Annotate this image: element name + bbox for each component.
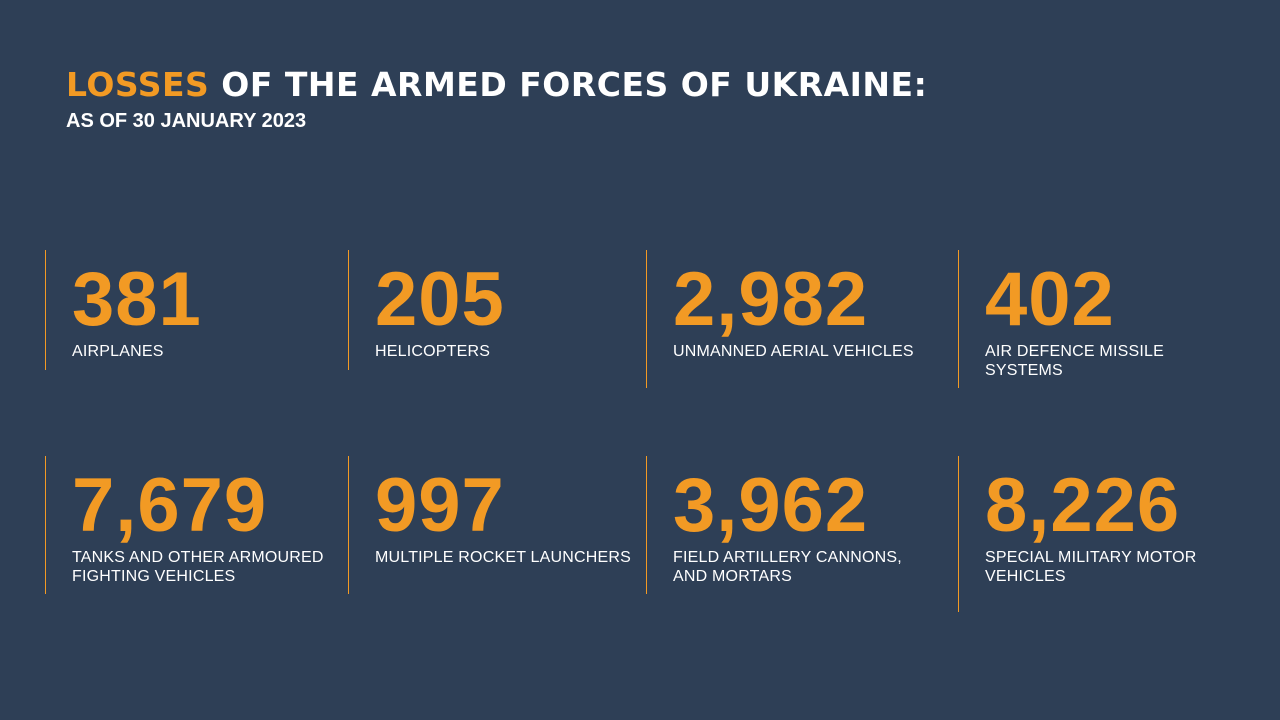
stat-value: 7,679 xyxy=(72,463,268,548)
stat-label: AIR DEFENCE MISSILE SYSTEMS xyxy=(985,343,1164,379)
stat-unmanned-aerial-vehicles: 2,982 UNMANNED AERIAL VEHICLES xyxy=(646,250,946,388)
stat-multiple-rocket-launchers: 997 MULTIPLE ROCKET LAUNCHERS xyxy=(348,456,640,594)
stat-label: FIELD ARTILLERY CANNONS, AND MORTARS xyxy=(673,549,902,585)
stat-special-military-motor-vehicles: 8,226 SPECIAL MILITARY MOTOR VEHICLES xyxy=(958,456,1208,612)
stat-value: 381 xyxy=(72,257,202,342)
stat-label: AIRPLANES xyxy=(72,343,164,360)
stat-field-artillery: 3,962 FIELD ARTILLERY CANNONS, AND MORTA… xyxy=(646,456,916,594)
stat-value: 205 xyxy=(375,257,505,342)
stat-label: TANKS AND OTHER ARMOURED FIGHTING VEHICL… xyxy=(72,549,324,585)
stat-value: 2,982 xyxy=(673,257,869,342)
title-accent: LOSSES xyxy=(66,65,210,104)
page-subtitle: AS OF 30 JANUARY 2023 xyxy=(66,110,307,132)
header: LOSSES OF THE ARMED FORCES OF UKRAINE: A… xyxy=(66,66,927,133)
stat-label: UNMANNED AERIAL VEHICLES xyxy=(673,343,914,360)
stat-label: SPECIAL MILITARY MOTOR VEHICLES xyxy=(985,549,1197,585)
stat-airplanes: 381 AIRPLANES xyxy=(45,250,335,370)
stat-label: HELICOPTERS xyxy=(375,343,491,360)
stat-value: 8,226 xyxy=(985,463,1181,548)
stat-label: MULTIPLE ROCKET LAUNCHERS xyxy=(375,549,632,566)
page-title: LOSSES OF THE ARMED FORCES OF UKRAINE: xyxy=(66,66,927,104)
stat-value: 402 xyxy=(985,257,1115,342)
stat-value: 997 xyxy=(375,463,505,548)
stat-air-defence-missile-systems: 402 AIR DEFENCE MISSILE SYSTEMS xyxy=(958,250,1208,388)
title-rest: OF THE ARMED FORCES OF UKRAINE: xyxy=(209,65,928,104)
stat-value: 3,962 xyxy=(673,463,869,548)
stat-tanks-armoured-vehicles: 7,679 TANKS AND OTHER ARMOURED FIGHTING … xyxy=(45,456,343,594)
stat-helicopters: 205 HELICOPTERS xyxy=(348,250,633,370)
